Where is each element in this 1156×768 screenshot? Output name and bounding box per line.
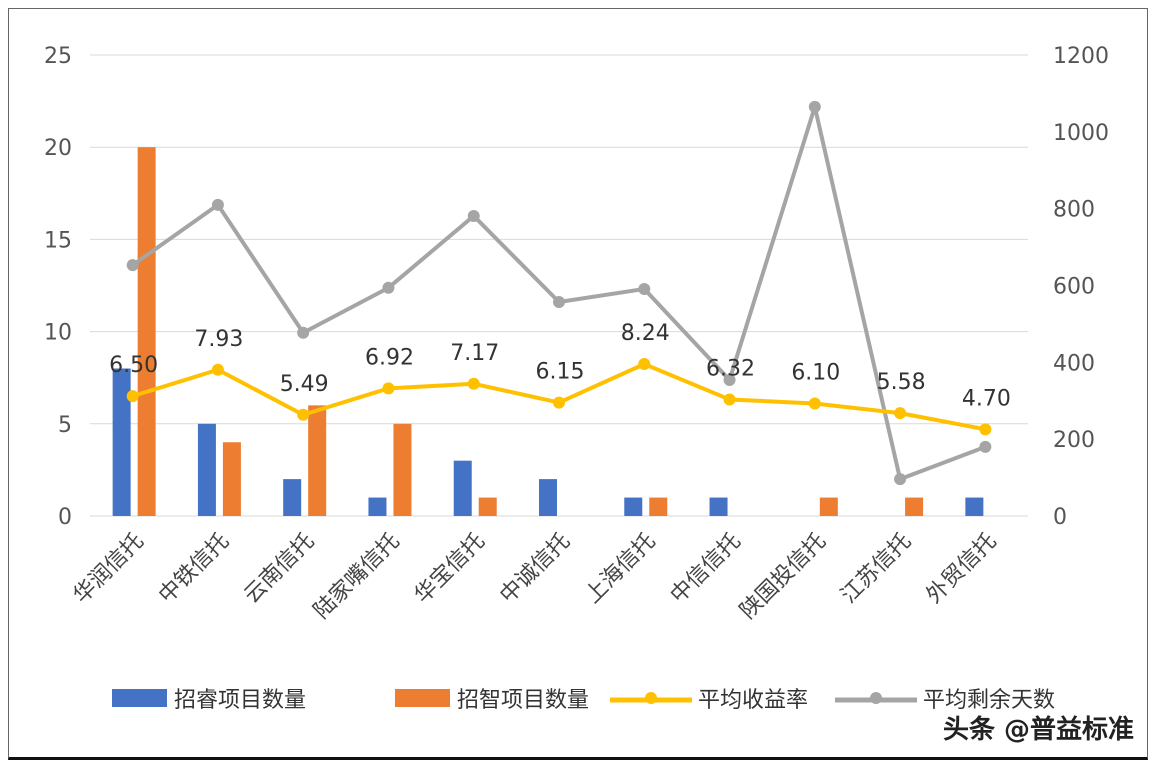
avg-yield-point bbox=[382, 382, 395, 395]
y-left-tick-label: 15 bbox=[44, 228, 72, 253]
yield-data-label: 6.10 bbox=[791, 361, 840, 386]
bar-zhaozhi bbox=[905, 497, 924, 516]
category-label: 陕国投信托 bbox=[736, 529, 831, 624]
bar-zhaorui bbox=[283, 479, 302, 516]
bar-zhaozhi bbox=[222, 442, 241, 516]
yield-data-label: 5.49 bbox=[280, 372, 329, 397]
yield-data-label: 7.93 bbox=[194, 327, 243, 352]
y-right-tick-label: 0 bbox=[1053, 505, 1067, 530]
legend-label: 招智项目数量 bbox=[457, 688, 589, 713]
bar-zhaorui bbox=[965, 497, 984, 516]
category-label: 外贸信托 bbox=[922, 529, 1002, 609]
category-label: 上海信托 bbox=[581, 529, 661, 609]
category-label: 中诚信托 bbox=[495, 529, 575, 609]
legend-marker bbox=[870, 692, 882, 704]
category-label: 中信信托 bbox=[666, 529, 746, 609]
avg-days-point bbox=[297, 326, 310, 339]
bar-zhaozhi bbox=[393, 423, 412, 516]
avg-days-point bbox=[467, 209, 480, 222]
avg-days-line bbox=[131, 104, 987, 482]
category-label: 中铁信托 bbox=[154, 529, 234, 609]
avg-yield-point bbox=[211, 363, 224, 376]
avg-yield-point bbox=[467, 377, 480, 390]
y-right-tick-label: 1200 bbox=[1053, 44, 1109, 69]
category-label: 江苏信托 bbox=[836, 529, 916, 609]
watermark: 头条 @普益标准 bbox=[942, 715, 1134, 745]
bar-zhaozhi bbox=[649, 497, 668, 516]
avg-yield-point bbox=[297, 408, 310, 421]
avg-yield-point bbox=[553, 396, 565, 409]
legend-swatch bbox=[112, 689, 167, 707]
yield-data-label: 7.17 bbox=[450, 341, 499, 366]
avg-days-point bbox=[553, 296, 565, 309]
y-right-tick-label: 400 bbox=[1053, 351, 1095, 376]
avg-yield-point bbox=[808, 397, 821, 410]
bar-zhaozhi bbox=[137, 147, 156, 516]
yield-data-label: 4.70 bbox=[962, 386, 1011, 411]
y-left-tick-label: 20 bbox=[44, 136, 72, 161]
y-left-tick-label: 10 bbox=[44, 321, 72, 346]
yield-data-label: 6.15 bbox=[536, 360, 585, 385]
avg-days-point bbox=[723, 374, 736, 387]
avg-yield-point bbox=[126, 390, 139, 403]
legend-label: 招睿项目数量 bbox=[174, 688, 306, 713]
avg-days-point bbox=[638, 282, 651, 295]
bar-zhaozhi bbox=[819, 497, 838, 516]
category-label: 华宝信托 bbox=[410, 529, 490, 609]
bar-zhaorui bbox=[368, 497, 387, 516]
legend-label: 平均剩余天数 bbox=[923, 688, 1055, 713]
avg-yield-point bbox=[723, 393, 736, 406]
y-left-tick-label: 25 bbox=[44, 44, 72, 69]
y-left-tick-label: 0 bbox=[58, 505, 72, 530]
legend-marker bbox=[645, 692, 657, 704]
bar-zhaozhi bbox=[478, 497, 497, 516]
avg-days-point bbox=[211, 198, 224, 211]
yield-data-label: 5.58 bbox=[877, 370, 926, 395]
y-right-tick-label: 1000 bbox=[1053, 121, 1109, 146]
avg-yield-point bbox=[979, 423, 992, 436]
legend-swatch bbox=[395, 689, 450, 707]
bar-zhaorui bbox=[112, 368, 131, 516]
avg-days-point bbox=[126, 259, 139, 272]
bar-zhaorui bbox=[197, 423, 216, 516]
category-label: 云南信托 bbox=[240, 529, 320, 609]
y-right-tick-label: 800 bbox=[1053, 198, 1095, 223]
yield-data-label: 6.92 bbox=[365, 345, 414, 370]
avg-days-point bbox=[808, 100, 821, 113]
y-right-tick-label: 200 bbox=[1053, 428, 1095, 453]
chart-frame bbox=[8, 8, 1148, 760]
yield-data-label: 6.50 bbox=[109, 353, 158, 378]
avg-days-point bbox=[979, 440, 992, 453]
avg-yield-point bbox=[638, 358, 651, 371]
bar-zhaorui bbox=[453, 460, 472, 516]
bar-zhaorui bbox=[624, 497, 643, 516]
bar-zhaorui bbox=[539, 479, 557, 516]
legend-label: 平均收益率 bbox=[698, 688, 808, 713]
yield-data-label: 6.32 bbox=[706, 356, 755, 381]
bar-zhaorui bbox=[709, 497, 728, 516]
avg-days-point bbox=[382, 281, 395, 294]
bar-zhaozhi bbox=[308, 405, 327, 516]
avg-days-point bbox=[894, 473, 907, 486]
yield-data-label: 8.24 bbox=[621, 321, 670, 346]
category-label: 华润信托 bbox=[69, 529, 149, 609]
category-label: 陆家嘴信托 bbox=[309, 529, 404, 624]
y-left-tick-label: 5 bbox=[58, 413, 72, 438]
avg-yield-point bbox=[894, 407, 907, 420]
y-right-tick-label: 600 bbox=[1053, 275, 1095, 300]
